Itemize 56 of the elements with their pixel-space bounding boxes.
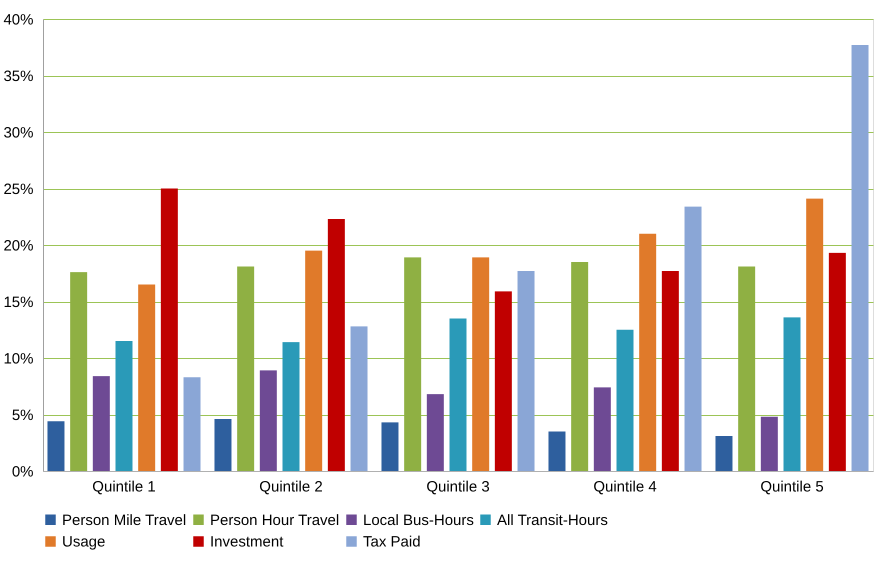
y-tick-label: 25% xyxy=(3,181,34,198)
x-tick-label: Quintile 1 xyxy=(92,478,156,496)
bar xyxy=(260,370,277,471)
bar xyxy=(305,250,322,471)
bar xyxy=(47,421,64,471)
bar xyxy=(404,257,422,471)
legend-label: Usage xyxy=(62,534,106,550)
y-tick-label: 10% xyxy=(3,350,34,368)
legend-label: Local Bus-Hours xyxy=(363,512,474,529)
bar xyxy=(571,262,588,471)
bar xyxy=(594,387,611,471)
y-tick-label: 40% xyxy=(3,12,34,28)
bar xyxy=(806,198,824,471)
y-tick-label: 35% xyxy=(3,68,34,85)
bar xyxy=(684,206,702,471)
x-tick-label: Quintile 5 xyxy=(760,478,824,496)
y-tick-label: 15% xyxy=(3,294,34,311)
bar xyxy=(738,266,756,471)
legend-label: Tax Paid xyxy=(363,534,421,550)
bar xyxy=(70,272,88,471)
y-tick-label: 20% xyxy=(3,238,34,254)
bar xyxy=(450,318,466,471)
bar xyxy=(184,377,201,471)
bar xyxy=(616,330,634,471)
x-tick-label: Quintile 4 xyxy=(593,478,657,496)
legend-label: Person Mile Travel xyxy=(62,512,186,529)
bar xyxy=(214,419,232,471)
bar xyxy=(160,188,178,471)
legend-label: Person Hour Travel xyxy=(210,512,340,529)
bar xyxy=(548,431,566,471)
bar xyxy=(472,257,490,471)
bar xyxy=(381,422,398,471)
bar xyxy=(784,317,801,471)
legend-label: Investment xyxy=(210,534,284,550)
bar xyxy=(494,291,512,471)
bar xyxy=(282,342,300,471)
y-tick-label: 0% xyxy=(12,464,34,480)
bar xyxy=(760,416,778,471)
bar xyxy=(350,326,368,471)
bar xyxy=(426,394,444,471)
bar xyxy=(662,270,679,471)
bar xyxy=(639,234,656,471)
bar xyxy=(518,270,535,471)
legend-label: All Transit-Hours xyxy=(497,512,608,529)
bar xyxy=(828,252,846,471)
x-tick-label: Quintile 3 xyxy=(426,478,490,496)
bar xyxy=(92,376,110,471)
y-tick-label: 30% xyxy=(3,124,34,142)
bar xyxy=(237,266,254,471)
x-tick-label: Quintile 2 xyxy=(259,478,323,496)
y-tick-label: 5% xyxy=(12,407,34,424)
bar xyxy=(115,341,132,471)
bar xyxy=(715,436,732,471)
bar xyxy=(852,44,869,471)
bar xyxy=(328,219,345,471)
bar xyxy=(138,284,156,471)
